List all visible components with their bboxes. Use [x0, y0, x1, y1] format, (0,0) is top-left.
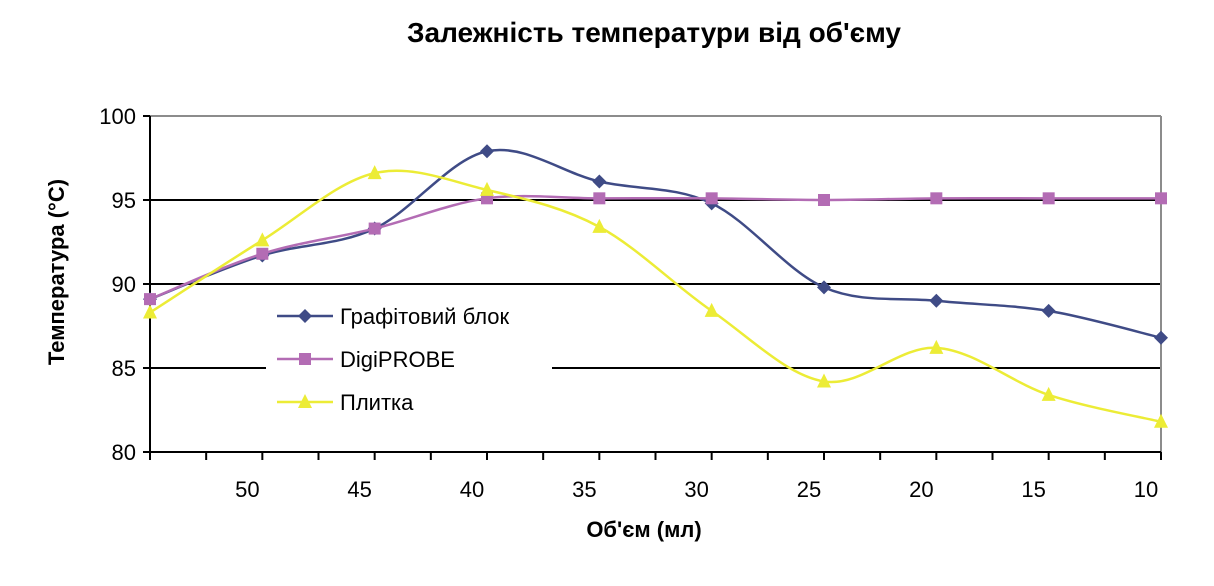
- chart-title: Залежність температури від об'єму: [407, 17, 901, 48]
- y-axis-title: Температура (°C): [44, 179, 69, 365]
- data-point-square: [256, 247, 269, 260]
- y-tick-label: 85: [112, 356, 136, 381]
- data-point-triangle: [255, 232, 270, 247]
- data-point-triangle: [592, 218, 607, 233]
- x-tick-label: 20: [909, 477, 933, 502]
- data-point-square: [368, 222, 381, 235]
- data-point-square: [1155, 192, 1167, 205]
- data-point-square: [930, 192, 943, 205]
- x-tick-label: 35: [572, 477, 596, 502]
- data-point-diamond: [929, 293, 944, 308]
- legend: Графітовий блок DigiPROBE Плитка: [266, 292, 552, 420]
- data-point-diamond: [480, 144, 494, 159]
- data-point-square: [144, 293, 156, 306]
- data-point-square: [1042, 192, 1055, 205]
- series-2: [144, 192, 1167, 306]
- data-point-triangle: [929, 339, 944, 354]
- legend-box: [266, 292, 552, 420]
- legend-marker-diamond: [298, 309, 312, 323]
- y-tick-label: 80: [112, 440, 136, 465]
- x-tick-label: 15: [1021, 477, 1045, 502]
- series-line: [149, 169, 1162, 423]
- data-point-square: [593, 192, 606, 205]
- data-point-diamond: [817, 280, 831, 295]
- y-tick-label: 95: [112, 188, 136, 213]
- y-tick-label: 100: [99, 104, 136, 129]
- data-point-triangle: [1041, 386, 1056, 401]
- legend-marker-square: [299, 353, 311, 365]
- data-point-triangle: [367, 165, 382, 180]
- x-axis-title: Об'єм (мл): [586, 517, 701, 542]
- legend-label: DigiPROBE: [340, 347, 455, 372]
- data-point-triangle: [817, 373, 831, 388]
- data-point-triangle: [704, 302, 719, 317]
- x-tick-label: 50: [235, 477, 259, 502]
- legend-label: Плитка: [340, 390, 414, 415]
- series-layer: [143, 144, 1168, 428]
- data-point-diamond: [1154, 330, 1168, 345]
- y-tick-label: 90: [112, 272, 136, 297]
- data-point-square: [705, 192, 718, 205]
- series-3: [143, 165, 1168, 428]
- axes-layer: 80 85 90 95 100 50 45 40 35 30 25 20 15 10: [99, 104, 1162, 502]
- data-point-square: [818, 194, 830, 206]
- data-point-triangle: [1154, 413, 1168, 428]
- legend-marker-triangle: [298, 394, 312, 408]
- data-point-diamond: [592, 174, 607, 189]
- series-line: [149, 194, 1161, 301]
- x-tick-label: 40: [460, 477, 484, 502]
- x-tick-label: 45: [347, 477, 371, 502]
- data-point-diamond: [1041, 303, 1056, 318]
- x-tick-label: 30: [684, 477, 708, 502]
- x-tick-label: 10: [1134, 477, 1158, 502]
- data-point-triangle: [480, 181, 494, 196]
- series-line: [149, 148, 1162, 339]
- legend-label: Графітовий блок: [340, 304, 510, 329]
- data-point-triangle: [143, 304, 157, 319]
- x-tick-label: 25: [797, 477, 821, 502]
